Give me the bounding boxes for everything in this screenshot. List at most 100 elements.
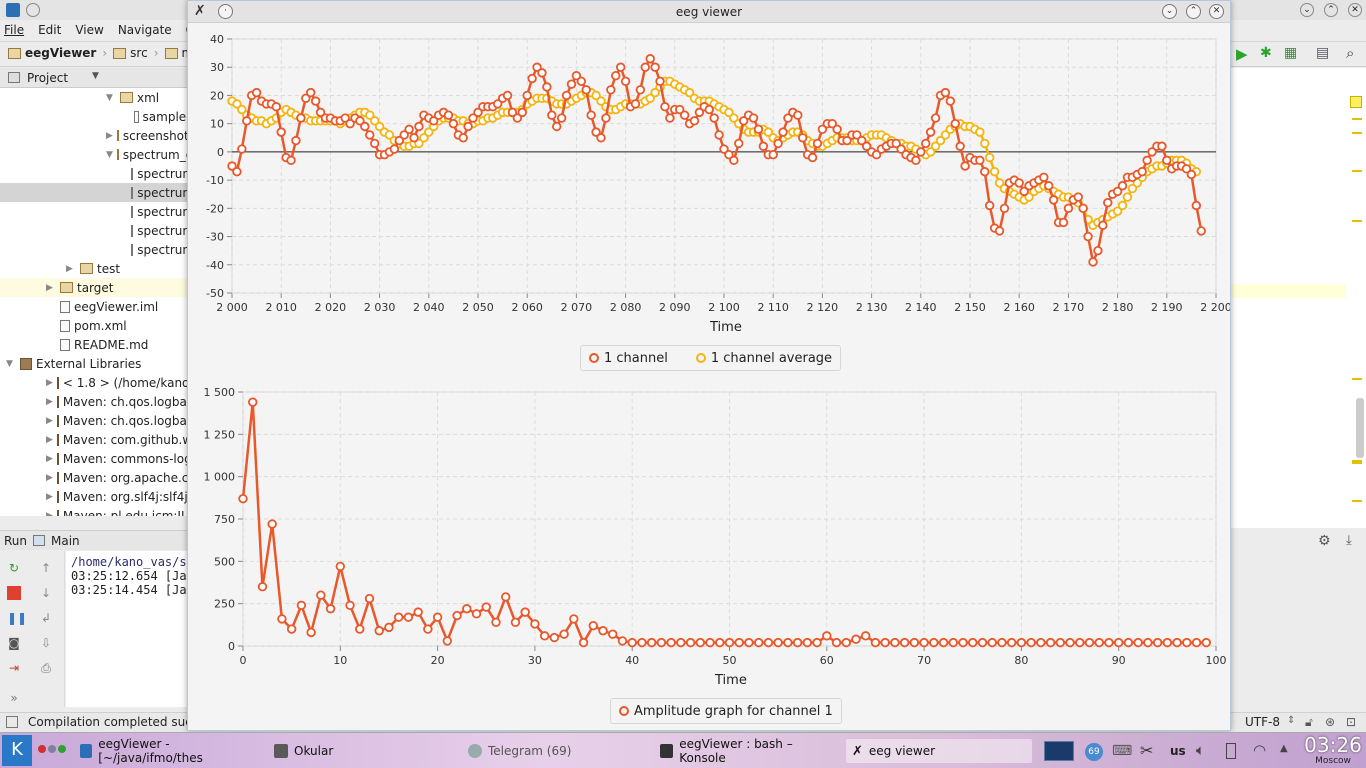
tree-item[interactable]: pom.xml: [0, 316, 190, 335]
task-eeg-viewer[interactable]: ✗ eeg viewer: [846, 739, 1032, 763]
battery-icon[interactable]: [1226, 743, 1236, 759]
expand-right-icon[interactable]: ▶: [46, 510, 53, 517]
expand-right-icon[interactable]: ▶: [46, 377, 53, 388]
tree-item[interactable]: ▶ Maven: org.apache.con: [0, 468, 190, 487]
task-konsole[interactable]: eegViewer : bash – Konsole: [654, 737, 840, 765]
expand-right-icon[interactable]: ▶: [46, 282, 53, 293]
status-icon[interactable]: [6, 716, 18, 728]
tree-item[interactable]: ▶ Maven: commons-logg: [0, 449, 190, 468]
scissors-icon[interactable]: ✂: [1140, 741, 1154, 760]
eeg-signal-chart[interactable]: 2 000 2 010 2 020 2 030 2 040 2 050 2 060 2 070…: [188, 25, 1230, 345]
close-icon[interactable]: ✕: [1209, 4, 1224, 19]
telegram-badge[interactable]: 69: [1085, 743, 1103, 761]
tree-item[interactable]: ▶ Maven: org.slf4j:slf4j-ap: [0, 487, 190, 506]
up-icon[interactable]: ↑: [40, 561, 52, 575]
menu-edit[interactable]: Edit: [38, 23, 62, 37]
tree-item[interactable]: sample.: [0, 107, 190, 126]
tree-item[interactable]: ▼ spectrum_o: [0, 145, 190, 164]
clock[interactable]: 03:26 Moscow: [1300, 734, 1366, 766]
expand-down-icon[interactable]: ▼: [106, 92, 113, 103]
run-config[interactable]: Main: [51, 533, 80, 548]
tree-item[interactable]: ▼ External Libraries: [0, 354, 190, 373]
amplitude-chart[interactable]: 0 10 20 30 40 50 60 70 80 90 100 1 500 1 250 1 000 750…: [188, 385, 1230, 675]
pause-icon[interactable]: ❚❚: [7, 611, 28, 625]
debug-icon[interactable]: ✱: [1260, 45, 1272, 61]
breadcrumb-project[interactable]: eegViewer: [25, 46, 97, 60]
project-structure-icon[interactable]: ▤: [1316, 45, 1330, 61]
encoding[interactable]: UTF-8: [1245, 715, 1280, 729]
expand-right-icon[interactable]: ▶: [46, 415, 53, 426]
activity-icon[interactable]: [58, 745, 66, 753]
minimize-icon[interactable]: ⌄: [1162, 4, 1177, 19]
expand-right-icon[interactable]: ▶: [46, 396, 53, 407]
exit-icon[interactable]: ⇥: [8, 661, 20, 675]
lock-icon[interactable]: 🔓︎: [1305, 715, 1313, 729]
maximize-icon[interactable]: ⌃: [1186, 4, 1201, 19]
volume-icon[interactable]: 🔈︎: [1196, 741, 1206, 759]
maximize-icon[interactable]: ⌃: [1324, 3, 1338, 17]
expand-right-icon[interactable]: ▶: [66, 263, 73, 274]
wrap-icon[interactable]: ↲: [40, 611, 52, 625]
tree-item[interactable]: ▼ xml: [0, 88, 190, 107]
tree-item[interactable]: spectrun: [0, 202, 190, 221]
run-icon[interactable]: ▶: [1236, 45, 1248, 63]
task-intellij[interactable]: eegViewer - [~/java/ifmo/thes: [74, 737, 262, 765]
run-tab[interactable]: Run: [4, 533, 28, 548]
close-icon[interactable]: ✕: [1348, 3, 1362, 17]
gear-icon[interactable]: ⚙: [1318, 533, 1331, 549]
tree-item[interactable]: ▶ screenshots: [0, 126, 190, 145]
dropdown-icon[interactable]: ▼: [92, 71, 99, 81]
menu-file[interactable]: File: [4, 23, 25, 37]
tree-item[interactable]: ▶ Maven: com.github.wen: [0, 430, 190, 449]
coverage-icon[interactable]: ▦: [1284, 45, 1298, 61]
expand-right-icon[interactable]: ▶: [46, 453, 53, 464]
wifi-icon[interactable]: ◠: [1253, 741, 1267, 759]
scrollbar-thumb[interactable]: [1356, 398, 1364, 458]
task-telegram[interactable]: Telegram (69): [462, 739, 648, 763]
tree-item[interactable]: README.md: [0, 335, 190, 354]
hide-icon[interactable]: ⤓: [1346, 533, 1352, 548]
tree-item[interactable]: eegViewer.iml: [0, 297, 190, 316]
tree-item[interactable]: spectrun: [0, 221, 190, 240]
tray-expand-icon[interactable]: ▲: [1280, 743, 1288, 754]
expand-right-icon[interactable]: ▶: [46, 491, 53, 502]
legend-item-channel[interactable]: 1 channel: [589, 351, 668, 366]
tree-item[interactable]: spectrun: [0, 183, 190, 202]
legend-item-amplitude[interactable]: Amplitude graph for channel 1: [619, 704, 833, 719]
print-icon[interactable]: ⎙: [41, 661, 51, 675]
pager-icon[interactable]: [1044, 741, 1074, 761]
tree-item[interactable]: ▶ Maven: ch.qos.logback:: [0, 392, 190, 411]
stop-icon[interactable]: [7, 586, 21, 600]
expand-right-icon[interactable]: ▶: [46, 472, 53, 483]
rerun-icon[interactable]: ↻: [8, 561, 20, 575]
search-icon[interactable]: ⌕: [1346, 44, 1355, 62]
expand-down-icon[interactable]: ▼: [106, 149, 113, 160]
menu-navigate[interactable]: Navigate: [117, 23, 172, 37]
updown-icon[interactable]: ⇕: [1287, 715, 1296, 726]
project-tab[interactable]: Project: [27, 71, 69, 85]
more-icon[interactable]: »: [10, 691, 18, 705]
breadcrumb-src[interactable]: src: [130, 46, 148, 60]
tree-item[interactable]: spectrun: [0, 240, 190, 259]
tree-item[interactable]: ▶ Maven: pl.edu.icm:JLar: [0, 506, 190, 516]
kde-menu-icon[interactable]: K: [2, 735, 32, 766]
keyboard-icon[interactable]: ⌨: [1112, 743, 1133, 759]
tree-item[interactable]: ▶ Maven: ch.qos.logback:: [0, 411, 190, 430]
activity-icon[interactable]: [48, 745, 56, 753]
down-icon[interactable]: ↓: [40, 586, 52, 600]
expand-right-icon[interactable]: ▶: [46, 434, 53, 445]
inspector-icon[interactable]: ⊛: [1325, 715, 1336, 729]
scroll-end-icon[interactable]: ⇩: [40, 636, 52, 650]
minimize-icon[interactable]: ⌄: [1300, 3, 1314, 17]
tree-item[interactable]: ▶ target: [0, 278, 190, 297]
menu-view[interactable]: View: [75, 23, 104, 37]
notification-icon[interactable]: ⊡: [1346, 715, 1357, 729]
keyboard-layout[interactable]: us: [1170, 744, 1186, 758]
tree-item[interactable]: ▶ test: [0, 259, 190, 278]
tree-item[interactable]: ▶ < 1.8 > (/home/kano_va: [0, 373, 190, 392]
tree-item[interactable]: spectrun: [0, 164, 190, 183]
activity-icon[interactable]: [38, 745, 46, 753]
menu-icon[interactable]: [26, 3, 40, 17]
menu-icon[interactable]: ·: [218, 4, 233, 19]
warning-marker[interactable]: [1350, 96, 1362, 108]
